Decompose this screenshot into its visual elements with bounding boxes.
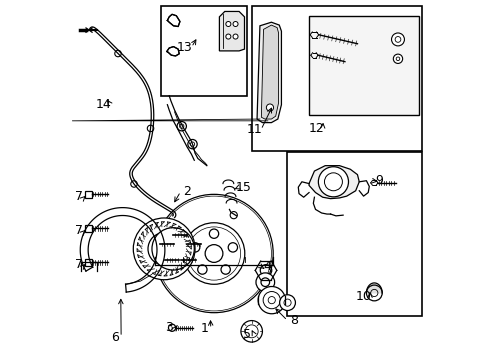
Text: 8: 8 — [289, 314, 297, 327]
Circle shape — [209, 229, 218, 238]
Circle shape — [391, 33, 404, 46]
Circle shape — [147, 125, 153, 132]
Circle shape — [168, 324, 175, 331]
Circle shape — [392, 54, 402, 63]
Text: 15: 15 — [235, 181, 251, 194]
Circle shape — [187, 139, 197, 149]
Circle shape — [221, 265, 230, 274]
Text: 9: 9 — [374, 174, 382, 187]
Bar — [286, 152, 421, 316]
Circle shape — [228, 243, 237, 252]
Text: 7: 7 — [75, 190, 82, 203]
Circle shape — [230, 212, 237, 219]
Bar — [85, 225, 92, 231]
Polygon shape — [308, 166, 359, 199]
Text: 2: 2 — [183, 185, 191, 198]
Bar — [308, 16, 418, 116]
Circle shape — [255, 273, 274, 292]
Text: 12: 12 — [308, 122, 324, 135]
Polygon shape — [167, 14, 180, 27]
Circle shape — [233, 34, 238, 39]
Polygon shape — [166, 46, 179, 56]
Circle shape — [197, 265, 206, 274]
Text: 6: 6 — [110, 330, 119, 343]
Circle shape — [190, 243, 200, 252]
Text: 13: 13 — [177, 41, 192, 54]
Circle shape — [318, 167, 348, 197]
Circle shape — [279, 295, 295, 311]
Text: 7: 7 — [75, 224, 82, 237]
Circle shape — [133, 218, 195, 280]
Text: 5: 5 — [243, 328, 251, 341]
Text: 7: 7 — [75, 258, 82, 271]
Bar — [85, 191, 92, 198]
Circle shape — [266, 104, 273, 111]
Text: 10: 10 — [355, 290, 371, 303]
Circle shape — [155, 194, 273, 313]
Circle shape — [225, 34, 230, 39]
Text: 1: 1 — [200, 322, 208, 335]
Polygon shape — [219, 12, 244, 51]
Text: 11: 11 — [246, 123, 262, 136]
Text: 4: 4 — [264, 260, 271, 273]
Text: 14: 14 — [96, 98, 112, 111]
Circle shape — [152, 228, 194, 270]
Circle shape — [233, 22, 238, 27]
Circle shape — [258, 287, 285, 314]
Bar — [85, 259, 92, 266]
Circle shape — [183, 223, 244, 284]
Polygon shape — [257, 22, 281, 123]
Bar — [251, 6, 421, 151]
Circle shape — [205, 245, 223, 262]
Bar — [161, 6, 247, 96]
Circle shape — [115, 50, 121, 57]
Circle shape — [225, 22, 230, 27]
Text: 3: 3 — [165, 321, 173, 334]
Polygon shape — [261, 25, 278, 119]
Circle shape — [130, 181, 137, 187]
Circle shape — [241, 320, 262, 342]
Circle shape — [177, 122, 186, 131]
Circle shape — [148, 233, 180, 265]
